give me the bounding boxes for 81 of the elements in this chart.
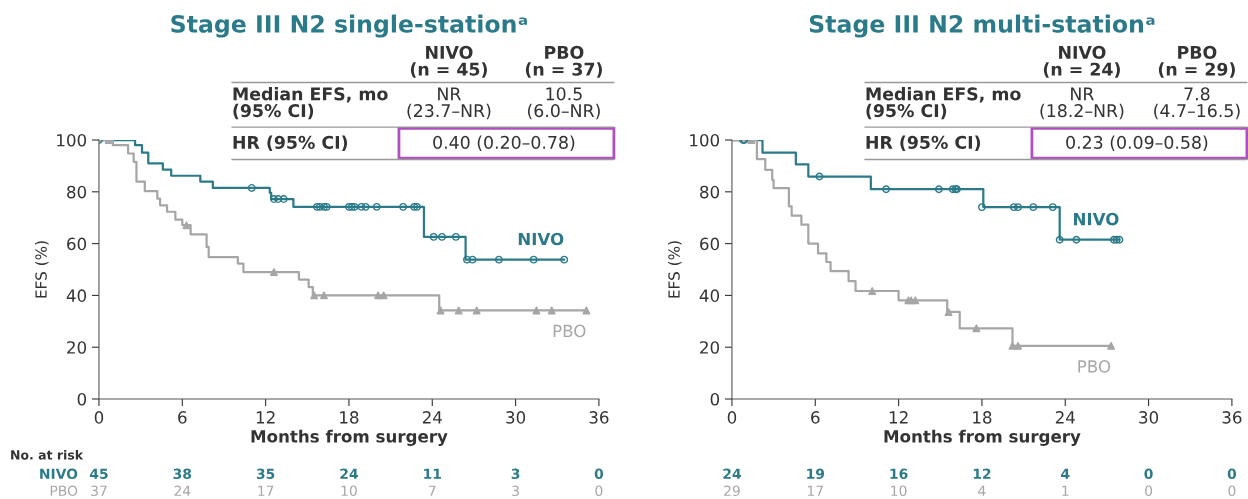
text: 4 bbox=[1061, 468, 1070, 479]
text: Median EFS, mo (95% CI) bbox=[866, 86, 1021, 120]
y-tick-label: 60 bbox=[67, 237, 87, 251]
x-tick-label: 24 bbox=[1055, 411, 1075, 424]
text: 7.8 (4.7–16.5) bbox=[1154, 87, 1240, 120]
x-tick-label: 30 bbox=[506, 411, 526, 424]
text: 24 bbox=[723, 468, 741, 479]
series-label: NIVO bbox=[518, 232, 564, 246]
y-tick-label: 80 bbox=[700, 185, 720, 199]
y-tick-label: 80 bbox=[67, 185, 87, 199]
text: 0 bbox=[1227, 468, 1237, 480]
y-tick-label: 40 bbox=[699, 289, 720, 302]
text: 3 bbox=[511, 468, 520, 480]
text: 0 bbox=[595, 485, 603, 497]
annotation: HR (95% CI) bbox=[233, 135, 348, 151]
y-tick-label: 0 bbox=[77, 392, 87, 406]
x-tick-label: 18 bbox=[340, 411, 359, 424]
text: 29 bbox=[724, 485, 740, 497]
y-tick-label: 0 bbox=[710, 392, 720, 406]
x-axis-title: Months from surgery bbox=[251, 429, 448, 446]
text: NR (23.7–NR) bbox=[407, 87, 491, 120]
y-tick-label: 40 bbox=[66, 289, 87, 302]
x-tick-label: 0 bbox=[94, 411, 104, 424]
y-tick-label: 100 bbox=[690, 133, 720, 147]
text: Median EFS, mo (95% CI) bbox=[233, 86, 388, 120]
text: 10 bbox=[891, 485, 907, 497]
text: 0 bbox=[594, 468, 604, 480]
text: 0 bbox=[1144, 468, 1153, 480]
text: PBO bbox=[50, 485, 78, 497]
text: 17 bbox=[258, 485, 274, 496]
text: 0 bbox=[1145, 485, 1153, 497]
text: 24 bbox=[174, 485, 191, 496]
annotation: 0.40 (0.20–0.78) bbox=[433, 135, 575, 151]
text: 12 bbox=[973, 468, 991, 479]
text: NR (18.2–NR) bbox=[1040, 87, 1124, 120]
text: NIVO (n = 24) bbox=[1043, 45, 1120, 78]
x-tick-label: 6 bbox=[178, 411, 187, 424]
series-label: PBO bbox=[1078, 360, 1111, 373]
text: 3 bbox=[512, 485, 519, 497]
x-tick-label: 6 bbox=[811, 411, 820, 424]
chart-title: Stage III N2 single-stationᵃ bbox=[171, 14, 527, 38]
text: 37 bbox=[91, 485, 107, 497]
x-tick-label: 36 bbox=[589, 411, 609, 424]
x-tick-label: 24 bbox=[422, 411, 442, 424]
text: 24 bbox=[340, 468, 358, 479]
series-label: NIVO bbox=[1074, 212, 1119, 226]
x-axis-title: Months from surgery bbox=[884, 429, 1081, 446]
text: 0 bbox=[1228, 485, 1236, 497]
x-tick-label: 12 bbox=[256, 411, 275, 424]
x-tick-label: 0 bbox=[727, 411, 737, 424]
x-tick-label: 30 bbox=[1139, 411, 1159, 424]
x-tick-label: 12 bbox=[889, 411, 908, 424]
y-tick-label: 100 bbox=[57, 133, 87, 147]
y-axis-title: EFS (%) bbox=[668, 241, 682, 298]
text: 19 bbox=[807, 468, 825, 480]
x-tick-label: 18 bbox=[973, 411, 992, 424]
text: 1 bbox=[1062, 485, 1069, 496]
text: 35 bbox=[256, 468, 275, 480]
y-tick-label: 20 bbox=[700, 341, 720, 354]
text: PBO (n = 37) bbox=[525, 45, 602, 78]
text: 10 bbox=[341, 485, 357, 497]
text: 10.5 (6.0–NR) bbox=[527, 87, 600, 120]
text: 7 bbox=[428, 485, 436, 496]
annotation: HR (95% CI) bbox=[866, 135, 981, 151]
annotation: 0.23 (0.09–0.58) bbox=[1066, 135, 1208, 151]
text: NIVO bbox=[40, 468, 78, 480]
x-tick-label: 36 bbox=[1222, 411, 1242, 424]
text: 17 bbox=[807, 485, 823, 496]
chart-title: Stage III N2 multi-stationᵃ bbox=[809, 14, 1155, 38]
y-tick-label: 60 bbox=[700, 237, 720, 251]
text: 4 bbox=[978, 485, 986, 496]
text: No. at risk bbox=[11, 449, 84, 460]
text: 16 bbox=[890, 468, 908, 480]
text: PBO (n = 29) bbox=[1158, 45, 1235, 78]
text: 11 bbox=[424, 468, 441, 479]
y-axis-title: EFS (%) bbox=[35, 241, 49, 298]
series-label: PBO bbox=[553, 324, 586, 338]
y-tick-label: 20 bbox=[67, 341, 87, 354]
text: 38 bbox=[173, 468, 192, 480]
text: 45 bbox=[89, 468, 108, 480]
text: NIVO (n = 45) bbox=[410, 45, 487, 78]
